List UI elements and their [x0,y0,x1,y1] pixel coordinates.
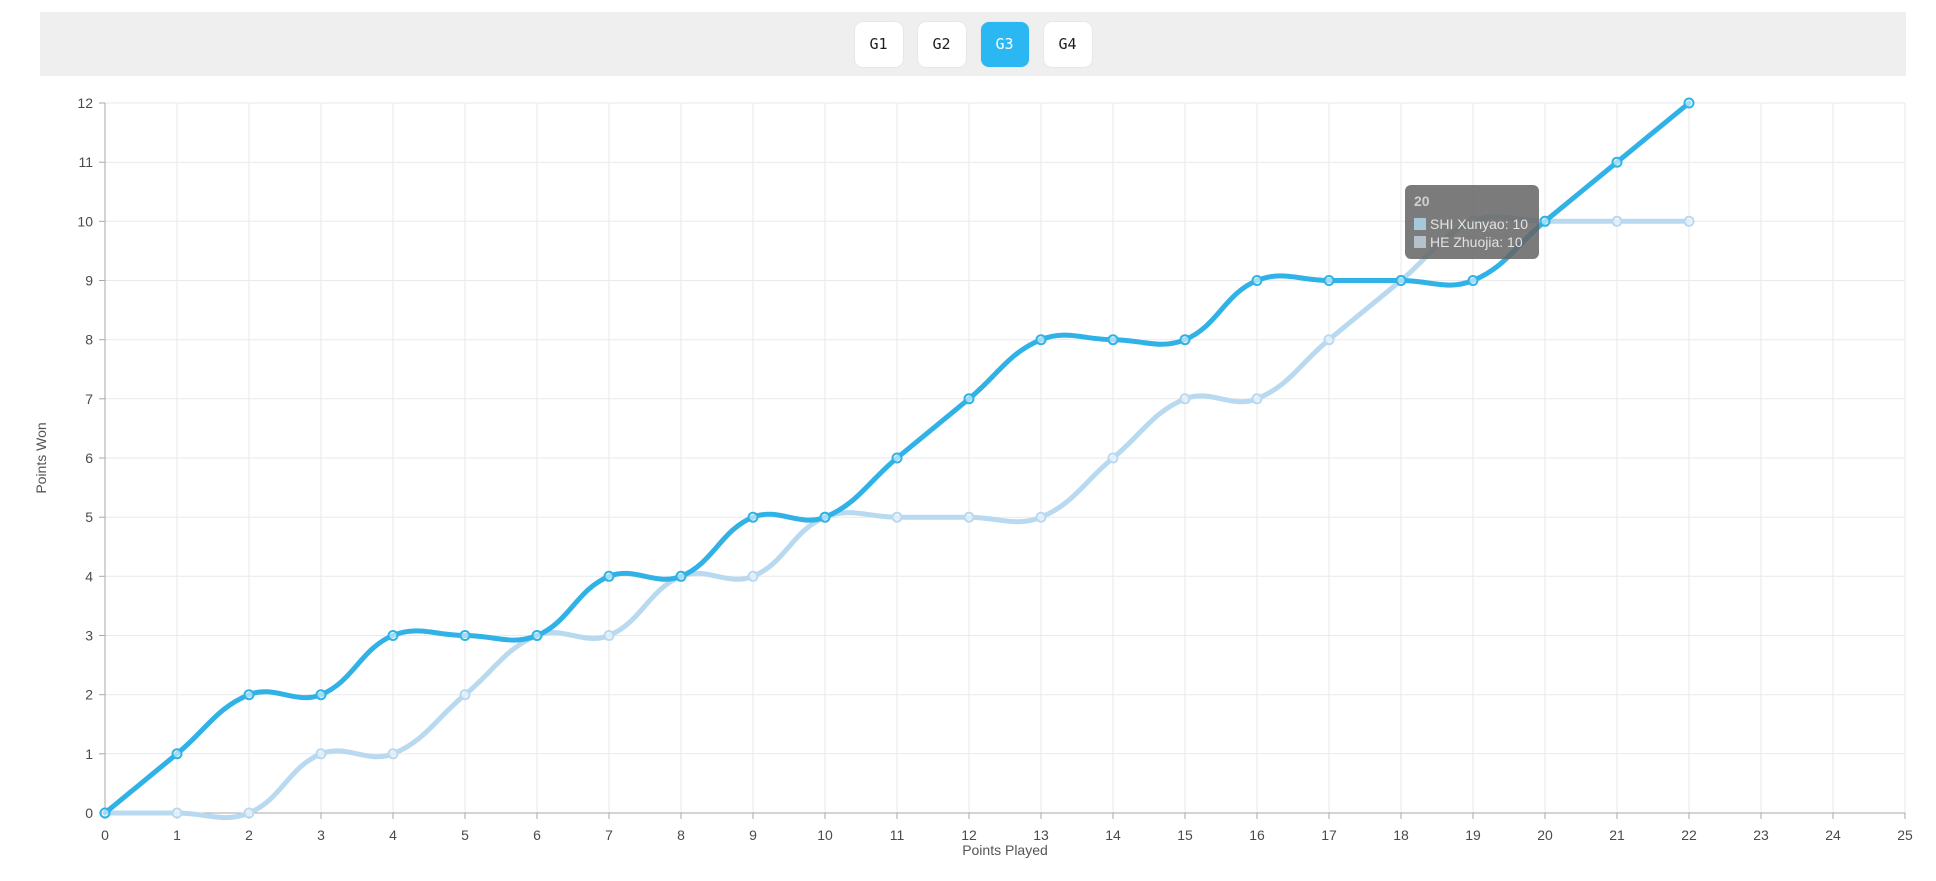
svg-text:5: 5 [85,509,93,525]
data-point [747,570,759,582]
data-point [315,748,327,760]
svg-text:7: 7 [605,827,613,843]
data-point [1467,275,1479,286]
series-shi-xunyao [99,97,1695,819]
svg-text:1: 1 [85,746,93,762]
x-axis-title: Points Played [962,842,1048,858]
data-point [171,748,183,760]
data-point [1539,215,1551,227]
svg-text:8: 8 [85,332,93,348]
data-point [459,689,471,701]
svg-text:16: 16 [1249,827,1265,843]
svg-text:0: 0 [101,827,109,843]
data-point [1107,334,1119,346]
data-point [1251,393,1263,405]
data-point [387,748,399,760]
data-point [1035,334,1047,346]
svg-text:7: 7 [85,391,93,407]
data-point [99,807,111,819]
data-point [1251,275,1263,286]
data-point [1323,334,1335,346]
data-point [1467,215,1479,227]
data-point [243,807,255,819]
data-point [963,511,975,523]
svg-text:17: 17 [1321,827,1337,843]
svg-text:0: 0 [85,805,93,821]
svg-text:5: 5 [461,827,469,843]
svg-text:6: 6 [533,827,541,843]
data-point [675,570,687,582]
svg-text:11: 11 [78,154,93,170]
data-point [243,689,255,701]
svg-text:3: 3 [85,628,93,644]
data-point [1179,393,1191,405]
data-point [1179,334,1191,346]
svg-text:4: 4 [389,827,397,843]
tab-g3[interactable]: G3 [980,21,1029,67]
data-point [531,630,543,641]
svg-text:22: 22 [1681,827,1697,843]
svg-text:9: 9 [749,827,757,843]
data-point [387,630,399,641]
tab-g2[interactable]: G2 [917,21,966,67]
data-point [1107,452,1119,464]
data-point [603,570,615,582]
data-point [1683,97,1695,109]
svg-text:14: 14 [1105,827,1121,843]
data-point [963,393,975,405]
svg-text:25: 25 [1897,827,1913,843]
data-point [603,630,615,641]
svg-text:8: 8 [677,827,685,843]
svg-text:2: 2 [85,687,93,703]
data-point [459,630,471,641]
data-point [315,689,327,701]
tab-g4[interactable]: G4 [1043,21,1092,67]
data-point [891,452,903,464]
data-point [1035,511,1047,523]
grid-and-ticks: 0 1 2 3 4 5 6 7 8 9 10 11 12 13 14 15 16 17 18 19 20 21 22 23 24… [77,95,1913,843]
data-point [1611,215,1623,227]
data-point [1683,215,1695,227]
svg-text:19: 19 [1465,827,1481,843]
data-point [1395,275,1407,286]
data-point [819,511,831,523]
svg-text:2: 2 [245,827,253,843]
data-point [1323,275,1335,286]
svg-text:23: 23 [1753,827,1769,843]
svg-text:12: 12 [77,95,93,111]
game-selector-bar: G1 G2 G3 G4 [40,12,1906,76]
svg-text:13: 13 [1033,827,1049,843]
tab-g1[interactable]: G1 [854,21,903,67]
data-point [891,511,903,523]
data-point [747,511,759,523]
data-point [1611,156,1623,168]
svg-text:3: 3 [317,827,325,843]
y-axis-title: Points Won [33,422,49,493]
svg-text:12: 12 [961,827,977,843]
svg-text:9: 9 [85,273,93,289]
svg-text:18: 18 [1393,827,1409,843]
svg-text:21: 21 [1609,827,1625,843]
svg-text:11: 11 [890,827,905,843]
svg-text:15: 15 [1177,827,1193,843]
svg-text:24: 24 [1825,827,1841,843]
svg-text:10: 10 [817,827,833,843]
svg-text:1: 1 [173,827,181,843]
data-point [171,807,183,819]
svg-text:6: 6 [85,450,93,466]
svg-text:4: 4 [85,568,93,584]
svg-text:10: 10 [77,213,93,229]
svg-text:20: 20 [1537,827,1553,843]
